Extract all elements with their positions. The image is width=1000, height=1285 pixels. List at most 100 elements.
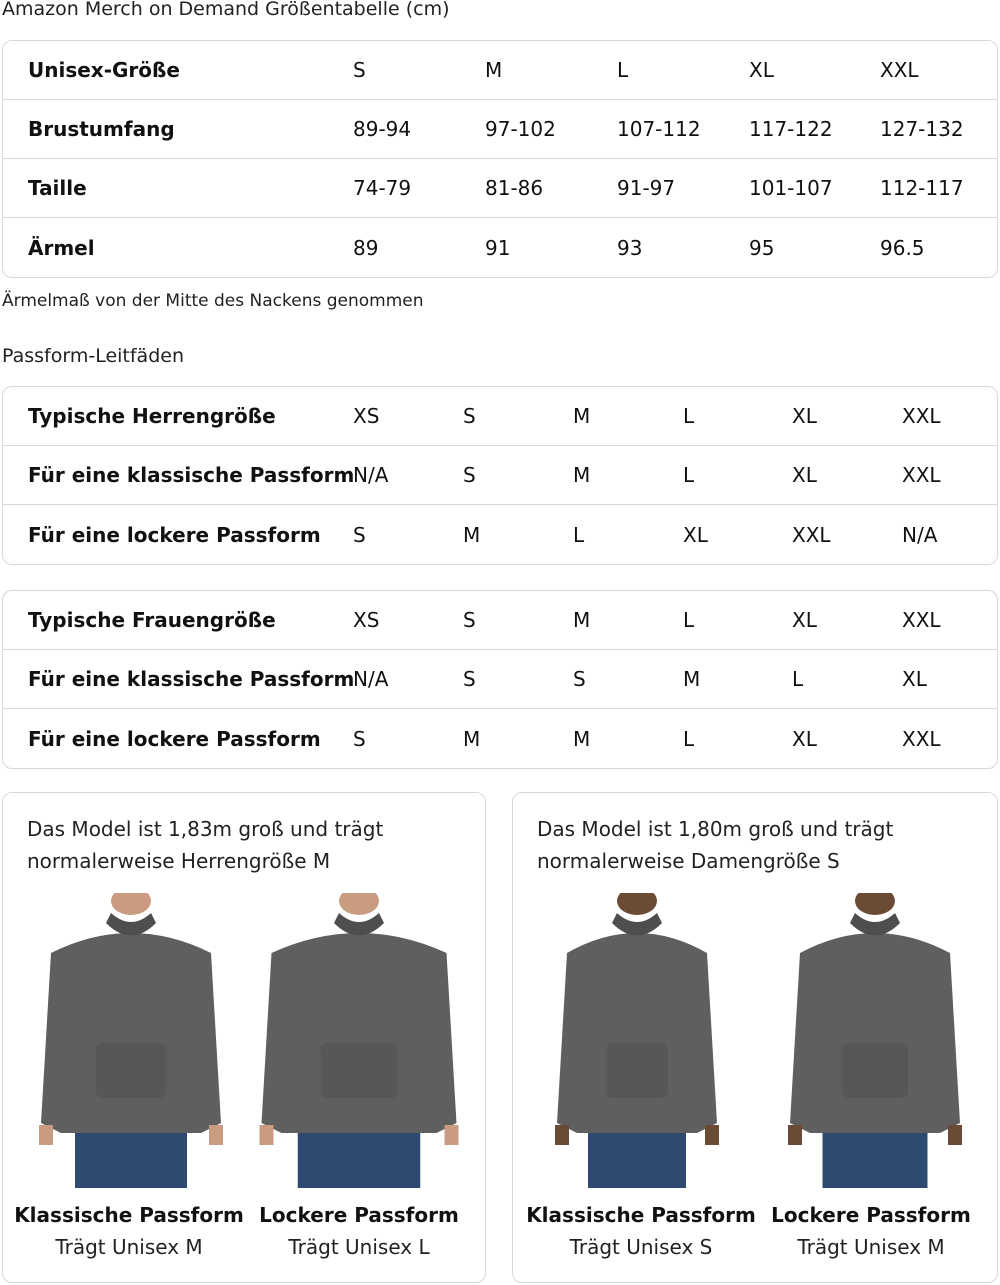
table-cell: N/A: [353, 667, 389, 691]
table-row: Unisex-Größe S M L XL XXL: [3, 41, 997, 100]
hoodie-model-photo: [31, 887, 231, 1188]
men-fit-table: Typische Herrengröße XS S M L XL XXL Für eine k…: [2, 386, 998, 565]
table-cell: XL: [792, 608, 817, 632]
model-description: Das Model ist 1,83m groß und trägt norma…: [27, 813, 383, 877]
table-row: Für eine klassische Passform N/A S S M L XL: [3, 650, 997, 709]
table-cell: 89: [353, 235, 379, 260]
table-cell: XXL: [902, 404, 941, 428]
table-row: Für eine klassische Passform N/A S M L XL XXL: [3, 446, 997, 505]
row-label: Für eine lockere Passform: [28, 522, 321, 547]
row-label: Unisex-Größe: [28, 58, 180, 82]
table-cell: N/A: [902, 522, 938, 547]
table-cell: 89-94: [353, 117, 412, 141]
table-row: Für eine lockere Passform S M L XL XXL N/A: [3, 505, 997, 564]
table-cell: XXL: [902, 463, 941, 487]
fit-title: Lockere Passform: [259, 1203, 459, 1227]
table-cell: L: [617, 58, 629, 82]
description-line: Das Model ist 1,83m groß und trägt: [27, 817, 384, 841]
table-cell: S: [463, 404, 476, 428]
row-label: Für eine klassische Passform: [28, 463, 355, 487]
page-title: Amazon Merch on Demand Größentabelle (cm…: [2, 0, 450, 20]
row-label: Ärmel: [28, 235, 95, 260]
table-cell: 97-102: [485, 117, 556, 141]
table-cell: S: [353, 522, 366, 547]
table-cell: XL: [683, 522, 708, 547]
table-cell: M: [463, 522, 481, 547]
table-cell: M: [573, 608, 591, 632]
row-label: Für eine lockere Passform: [28, 726, 321, 751]
table-cell: XXL: [902, 608, 941, 632]
size-table: Unisex-Größe S M L XL XXL Brustumfang 89-94 97-1…: [2, 40, 998, 278]
table-cell: XXL: [792, 522, 831, 547]
table-cell: XL: [792, 404, 817, 428]
table-cell: L: [683, 726, 695, 751]
description-line: normalerweise Damengröße S: [537, 849, 840, 873]
table-cell: XL: [902, 667, 927, 691]
fit-title: Lockere Passform: [771, 1203, 971, 1227]
table-cell: L: [792, 667, 804, 691]
fit-caption: Lockere Passform Trägt Unisex L: [239, 1203, 479, 1259]
table-cell: M: [485, 58, 503, 82]
table-cell: M: [573, 463, 591, 487]
table-row: Brustumfang 89-94 97-102 107-112 117-122 127-…: [3, 100, 997, 159]
table-cell: L: [683, 404, 695, 428]
table-row: Taille 74-79 81-86 91-97 101-107 112-117: [3, 159, 997, 218]
table-cell: S: [463, 463, 476, 487]
table-cell: 107-112: [617, 117, 701, 141]
table-cell: XXL: [902, 726, 941, 751]
table-cell: 93: [617, 235, 643, 260]
table-cell: 95: [749, 235, 775, 260]
table-cell: L: [683, 608, 695, 632]
table-cell: M: [573, 726, 591, 751]
fit-title: Klassische Passform: [14, 1203, 244, 1227]
table-cell: S: [463, 667, 476, 691]
fit-size: Trägt Unisex M: [55, 1235, 203, 1259]
table-cell: S: [463, 608, 476, 632]
table-cell: 117-122: [749, 117, 833, 141]
fit-caption: Klassische Passform Trägt Unisex S: [521, 1203, 761, 1259]
table-cell: XL: [792, 726, 817, 751]
table-cell: 74-79: [353, 176, 412, 200]
women-fit-table: Typische Frauengröße XS S M L XL XXL Für eine k…: [2, 590, 998, 769]
table-cell: XL: [792, 463, 817, 487]
table-cell: XL: [749, 58, 774, 82]
men-model-card: Das Model ist 1,83m groß und trägt norma…: [2, 792, 486, 1283]
table-row: Ärmel 89 91 93 95 96.5: [3, 218, 997, 277]
fit-size: Trägt Unisex S: [569, 1235, 713, 1259]
description-line: normalerweise Herrengröße M: [27, 849, 331, 873]
row-label: Brustumfang: [28, 117, 175, 141]
table-cell: XXL: [880, 58, 919, 82]
row-label: Typische Herrengröße: [28, 404, 276, 428]
fit-size: Trägt Unisex L: [288, 1235, 430, 1259]
hoodie-model-photo: [775, 887, 975, 1188]
table-cell: XS: [353, 608, 380, 632]
table-row: Typische Herrengröße XS S M L XL XXL: [3, 387, 997, 446]
table-cell: 96.5: [880, 235, 925, 260]
row-label: Typische Frauengröße: [28, 608, 276, 632]
table-row: Für eine lockere Passform S M M L XL XXL: [3, 709, 997, 768]
table-cell: 91: [485, 235, 511, 260]
hoodie-model-photo: [537, 887, 737, 1188]
table-cell: L: [573, 522, 585, 547]
table-cell: M: [463, 726, 481, 751]
table-cell: S: [353, 726, 366, 751]
fit-caption: Lockere Passform Trägt Unisex M: [751, 1203, 991, 1259]
fit-caption: Klassische Passform Trägt Unisex M: [9, 1203, 249, 1259]
table-cell: S: [573, 667, 586, 691]
table-cell: 112-117: [880, 176, 964, 200]
table-cell: N/A: [353, 463, 389, 487]
fit-title: Klassische Passform: [526, 1203, 756, 1227]
table-cell: 101-107: [749, 176, 833, 200]
hoodie-model-photo: [259, 887, 459, 1188]
women-model-card: Das Model ist 1,80m groß und trägt norma…: [512, 792, 998, 1283]
table-cell: XS: [353, 404, 380, 428]
table-cell: 81-86: [485, 176, 544, 200]
row-label: Taille: [28, 176, 87, 200]
row-label: Für eine klassische Passform: [28, 667, 355, 691]
table-cell: M: [683, 667, 701, 691]
sleeve-note: Ärmelmaß von der Mitte des Nackens genom…: [2, 291, 424, 311]
fit-size: Trägt Unisex M: [797, 1235, 945, 1259]
model-description: Das Model ist 1,80m groß und trägt norma…: [537, 813, 893, 877]
description-line: Das Model ist 1,80m groß und trägt: [537, 817, 894, 841]
table-cell: 91-97: [617, 176, 676, 200]
